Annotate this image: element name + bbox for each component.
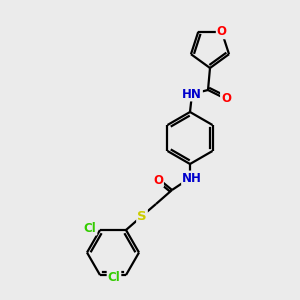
Text: Cl: Cl (84, 221, 96, 235)
Text: O: O (217, 25, 227, 38)
Text: O: O (221, 92, 231, 104)
Text: S: S (137, 209, 147, 223)
Text: Cl: Cl (108, 271, 120, 284)
Text: HN: HN (182, 88, 202, 100)
Text: NH: NH (182, 172, 202, 184)
Text: O: O (153, 173, 163, 187)
